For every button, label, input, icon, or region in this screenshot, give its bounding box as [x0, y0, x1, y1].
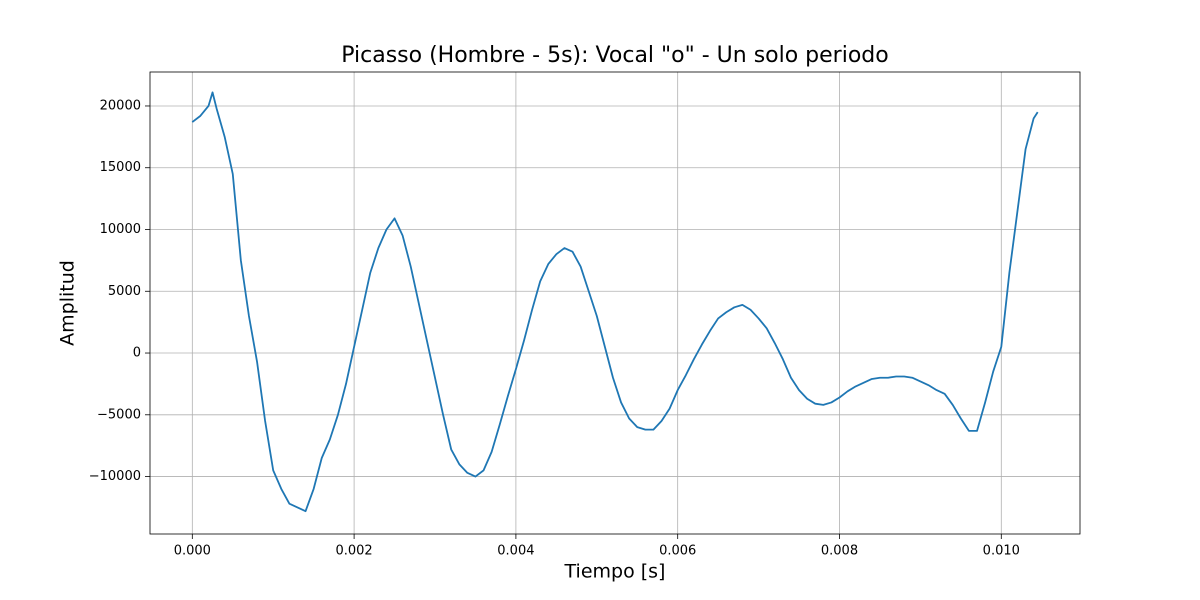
y-tick-label: −5000	[97, 407, 141, 422]
x-tick-label: 0.002	[335, 544, 372, 559]
y-tick-label: 20000	[100, 98, 141, 113]
x-tick-label: 0.008	[821, 544, 858, 559]
data-line	[191, 91, 1039, 513]
y-tick-label: −10000	[89, 469, 141, 484]
y-tick-label: 5000	[108, 284, 141, 299]
x-tick-label: 0.000	[174, 544, 211, 559]
y-tick-label: 0	[133, 346, 141, 361]
x-tick-label: 0.004	[497, 544, 534, 559]
y-axis-label: Amplitud	[57, 260, 79, 346]
y-tick-label: 15000	[100, 160, 141, 175]
x-axis-label: Tiempo [s]	[564, 561, 666, 583]
plot-frame	[149, 71, 1081, 535]
x-tick-label: 0.006	[659, 544, 696, 559]
chart-title: Picasso (Hombre - 5s): Vocal "o" - Un so…	[341, 43, 888, 68]
y-tick-label: 10000	[100, 222, 141, 237]
x-tick-label: 0.010	[983, 544, 1020, 559]
